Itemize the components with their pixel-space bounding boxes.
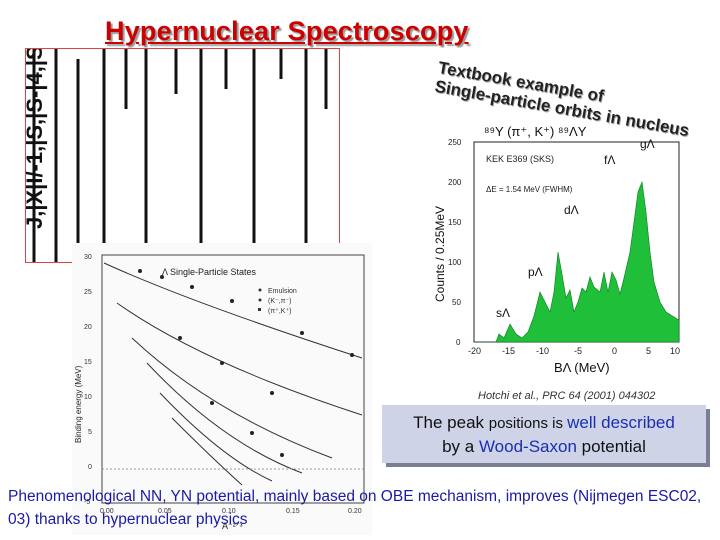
- level-scheme-graphic: J,|X|I/-1,|S,|S-|4,|S-|X|1/4|,|S-|X|X|S: [26, 49, 328, 262]
- callout-part: by a: [442, 437, 479, 456]
- binding-plot-title: Λ Single-Particle States: [162, 267, 257, 277]
- spectrum-histogram: [474, 180, 680, 343]
- y-tick: 200: [448, 178, 462, 187]
- x-tick: 0.10: [222, 508, 236, 515]
- y-tick: 5: [88, 429, 92, 436]
- callout-highlight: Wood-Saxon: [478, 437, 577, 456]
- spectrum-ylabel: Counts / 0.25MeV: [433, 206, 447, 302]
- y-tick: 15: [84, 359, 92, 366]
- legend-entry: (π⁺,K⁺): [268, 308, 292, 315]
- x-tick: 0.00: [100, 508, 114, 515]
- x-tick: 5: [646, 346, 651, 356]
- x-tick: -20: [468, 346, 481, 356]
- binding-plot-xlabel: A⁻²ᐟ³: [222, 521, 243, 531]
- x-tick: -5: [574, 346, 582, 356]
- reaction-label: ⁸⁹Y (π⁺, K⁺) ⁸⁹ΛY: [484, 124, 587, 139]
- callout-part: positions is: [488, 415, 568, 432]
- y-tick: 0: [456, 338, 461, 347]
- y-tick: -5: [84, 499, 90, 506]
- y-tick: 30: [84, 254, 92, 261]
- svg-text:J,|X|I/-1,|S,|S-|4,|S-|X|1/4|,: J,|X|I/-1,|S,|S-|4,|S-|X|1/4|,|S-|X|X|S: [26, 49, 47, 229]
- y-tick: 25: [84, 289, 92, 296]
- footer-note: Phenomenological NN, YN potential, mainl…: [8, 488, 702, 528]
- experiment-label: KEK E369 (SKS): [486, 154, 554, 164]
- peak-label: pΛ: [528, 265, 543, 279]
- y-tick: 150: [448, 218, 462, 227]
- binding-energy-chart: 30 25 20 15 10 5 0 -5 0.00 0.05 0.10 0.1…: [72, 243, 372, 535]
- level-scheme-figure: J,|X|I/-1,|S,|S-|4,|S-|X|1/4|,|S-|X|X|S: [25, 48, 340, 263]
- slide-title: Hypernuclear Spectroscopy: [105, 16, 469, 46]
- callout-highlight: well described: [567, 413, 675, 432]
- x-tick: 0.05: [158, 508, 172, 515]
- x-tick: 0.20: [348, 508, 362, 515]
- y-tick: 10: [84, 394, 92, 401]
- x-tick: 10: [670, 346, 680, 356]
- x-tick: -15: [502, 346, 515, 356]
- x-tick: -10: [536, 346, 549, 356]
- y-tick: 20: [84, 324, 92, 331]
- y-tick: 250: [448, 138, 462, 147]
- callout-part: The peak: [413, 413, 489, 432]
- y-tick: 0: [88, 464, 92, 471]
- callout-part: potential: [576, 437, 646, 456]
- peak-label: fΛ: [604, 153, 615, 167]
- spectrum-figure: ⁸⁹Y (π⁺, K⁺) ⁸⁹ΛY KEK E369 (SKS) ΔE = 1.…: [424, 102, 702, 382]
- spectrum-chart: ⁸⁹Y (π⁺, K⁺) ⁸⁹ΛY KEK E369 (SKS) ΔE = 1.…: [433, 124, 680, 375]
- x-tick: 0.15: [286, 508, 300, 515]
- y-tick: 50: [452, 298, 461, 307]
- binding-plot-ylabel: Binding energy (MeV): [74, 365, 83, 443]
- peak-label: sΛ: [496, 306, 510, 320]
- spectrum-xlabel: BΛ (MeV): [554, 360, 610, 375]
- conclusion-callout: The peak positions is well described by …: [382, 405, 706, 463]
- legend-entry: Emulsion: [268, 288, 297, 295]
- peak-label: gΛ: [640, 137, 655, 151]
- y-tick: 100: [448, 258, 462, 267]
- peak-label: dΛ: [564, 203, 579, 217]
- citation: Hotchi et al., PRC 64 (2001) 044302: [478, 390, 656, 402]
- binding-energy-figure: 30 25 20 15 10 5 0 -5 0.00 0.05 0.10 0.1…: [72, 243, 372, 535]
- x-tick: 0: [612, 346, 617, 356]
- legend-entry: (K⁻,π⁻): [268, 298, 292, 305]
- resolution-label: ΔE = 1.54 MeV (FWHM): [486, 185, 573, 194]
